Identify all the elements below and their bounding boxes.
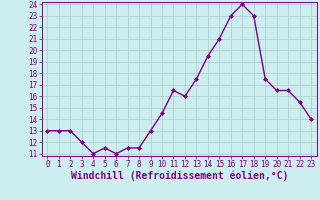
X-axis label: Windchill (Refroidissement éolien,°C): Windchill (Refroidissement éolien,°C) [70, 171, 288, 181]
